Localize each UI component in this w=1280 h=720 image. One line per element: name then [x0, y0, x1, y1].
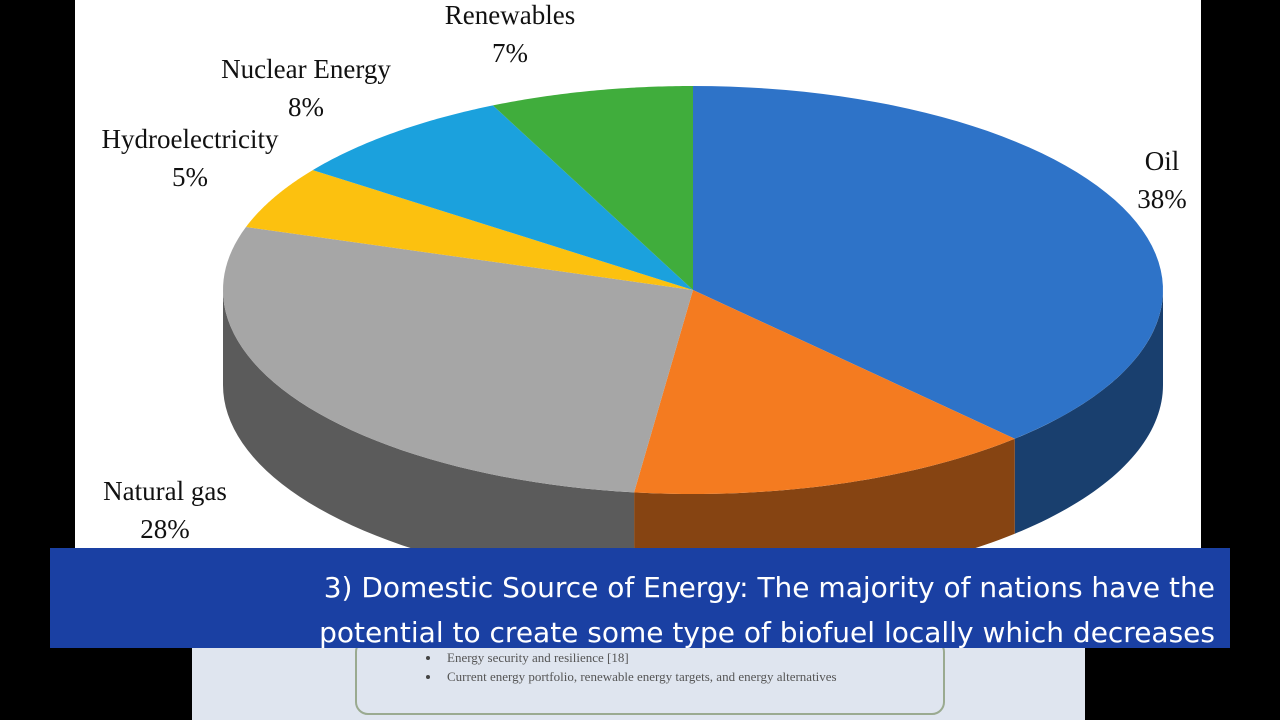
slice-value-label: 28% — [140, 514, 190, 544]
slice-label: Renewables — [445, 0, 575, 30]
pie — [223, 86, 1163, 589]
slice-side — [223, 290, 635, 588]
slice-label: Nuclear Energy — [221, 54, 391, 84]
slice — [634, 290, 1015, 494]
slice-value-label: 38% — [1137, 184, 1187, 214]
bullet — [426, 656, 430, 660]
slice — [246, 170, 694, 290]
slice — [492, 86, 693, 290]
bullet — [426, 675, 430, 679]
document-bullet: Energy security and resilience [18] — [447, 650, 629, 665]
caption-line: potential to create some type of biofuel… — [319, 616, 1215, 649]
slice — [223, 226, 694, 493]
slice-value-label: 8% — [288, 92, 324, 122]
document-image — [192, 648, 1085, 720]
slice-value-label: 5% — [172, 162, 208, 192]
slice-value-label: 7% — [492, 38, 528, 68]
caption-line: 3) Domestic Source of Energy: The majori… — [324, 571, 1215, 604]
document-bullet: Current energy portfolio, renewable ener… — [447, 669, 837, 684]
slice — [312, 105, 693, 290]
slice-label: Oil — [1145, 146, 1180, 176]
caption-box — [50, 548, 1230, 648]
slice-side — [1014, 290, 1163, 534]
slice — [693, 86, 1163, 439]
slice-label: Hydroelectricity — [102, 124, 279, 154]
document-bullet-wrap: Current energy portfolio, renewable ener… — [447, 669, 837, 684]
slice-label: Natural gas — [103, 476, 227, 506]
